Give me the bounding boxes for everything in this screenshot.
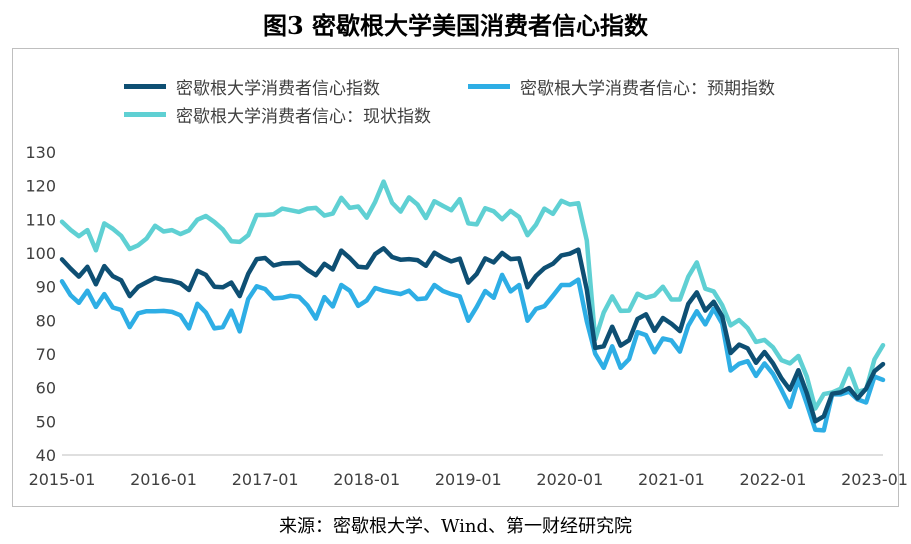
y-tick-label: 50 [36, 412, 56, 431]
y-tick-label: 130 [25, 143, 56, 162]
chart-title: 图3 密歇根大学美国消费者信心指数 [262, 11, 649, 40]
x-tick-label: 2022-01 [740, 470, 807, 489]
legend-swatch-expectations [468, 84, 510, 89]
legend-item-expectations: 密歇根大学消费者信心：预期指数 [468, 74, 775, 99]
y-tick-label: 90 [36, 278, 56, 297]
chart-frame [12, 48, 899, 507]
y-tick-label: 80 [36, 311, 56, 330]
x-tick-label: 2023-01 [841, 470, 908, 489]
series-line-current [59, 179, 886, 411]
legend-label-overall: 密歇根大学消费者信心指数 [176, 79, 380, 99]
x-tick-label: 2020-01 [536, 470, 603, 489]
x-tick-label: 2016-01 [130, 470, 197, 489]
y-tick-label: 120 [25, 177, 56, 196]
legend-swatch-overall [124, 84, 166, 89]
x-axis-ticks: 2015-01 2016-01 2017-01 2018-01 2019-01 2020-… [29, 470, 908, 489]
y-tick-label: 70 [36, 345, 56, 364]
y-axis-ticks: 40 50 60 70 80 90 100 110 120 130 [25, 143, 56, 465]
x-tick-label: 2018-01 [333, 470, 400, 489]
series-line-expectations [59, 272, 886, 433]
x-tick-label: 2019-01 [435, 470, 502, 489]
legend-label-expectations: 密歇根大学消费者信心：预期指数 [520, 79, 775, 99]
y-tick-label: 110 [25, 210, 56, 229]
legend-swatch-current [124, 112, 166, 117]
x-tick-label: 2015-01 [29, 470, 96, 489]
legend-label-current: 密歇根大学消费者信心：现状指数 [176, 107, 431, 127]
x-tick-label: 2017-01 [232, 470, 299, 489]
y-tick-label: 40 [36, 446, 56, 465]
y-tick-label: 100 [25, 244, 56, 263]
x-tick-label: 2021-01 [638, 470, 705, 489]
series-line-overall [59, 246, 886, 424]
legend-item-current: 密歇根大学消费者信心：现状指数 [124, 102, 431, 127]
legend-item-overall: 密歇根大学消费者信心指数 [124, 74, 380, 99]
series-lines [59, 179, 886, 433]
source-note: 来源：密歇根大学、Wind、第一财经研究院 [278, 516, 633, 537]
y-tick-label: 60 [36, 379, 56, 398]
